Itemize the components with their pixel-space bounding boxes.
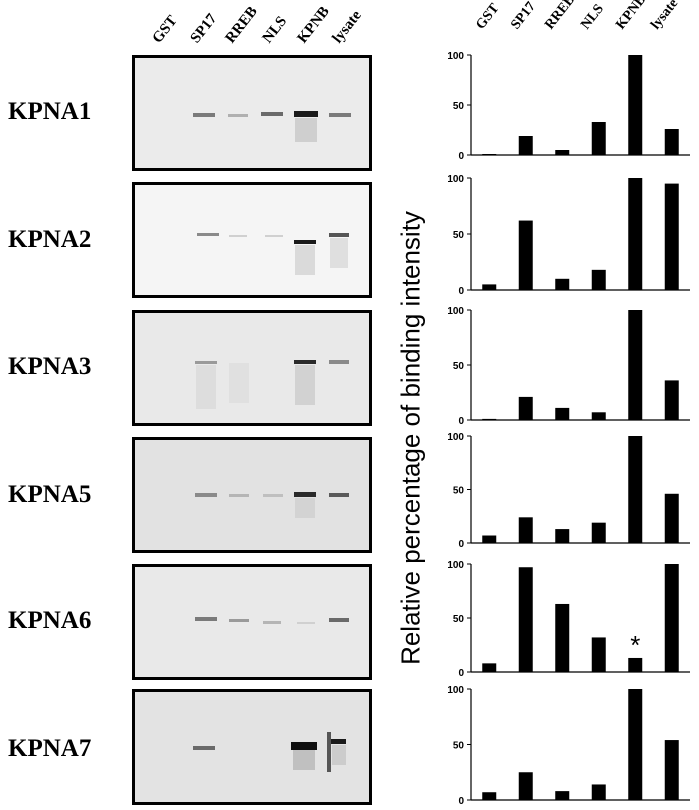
y-tick-label: 50 — [453, 614, 465, 625]
row-label-kpna5: KPNA5 — [8, 481, 92, 508]
bar — [518, 396, 533, 420]
chart-header-label: lysate — [648, 0, 681, 32]
blot-panel-kpna6 — [132, 564, 372, 680]
y-tick-label: 0 — [458, 539, 464, 550]
y-tick-label: 100 — [447, 174, 464, 185]
blot-bands-kpna3 — [195, 360, 349, 409]
bar — [482, 535, 497, 543]
bar — [518, 517, 533, 543]
bar — [518, 772, 533, 800]
bar — [591, 784, 606, 800]
row-label-kpna6: KPNA6 — [8, 607, 92, 634]
bar — [628, 178, 643, 290]
bar — [518, 136, 533, 155]
blot-bands-kpna6 — [195, 617, 349, 624]
bar — [555, 150, 570, 155]
bar — [482, 154, 497, 155]
y-tick-label: 0 — [458, 668, 464, 679]
blot-bands-kpna1 — [193, 111, 351, 142]
bar — [555, 791, 570, 800]
y-tick-label: 50 — [453, 101, 465, 112]
y-tick-label: 100 — [447, 432, 464, 443]
bar — [628, 310, 643, 420]
blot-panel-kpna1 — [132, 55, 372, 171]
chart-header-label: GST — [473, 1, 502, 33]
bar — [482, 663, 497, 672]
y-tick-label: 0 — [458, 796, 464, 807]
row-label-kpna1: KPNA1 — [8, 98, 92, 125]
chart-header-label: NLS — [578, 2, 607, 33]
bar — [664, 380, 679, 420]
bar — [591, 122, 606, 155]
bar — [664, 183, 679, 290]
bar — [664, 129, 679, 155]
y-tick-label: 100 — [447, 51, 464, 62]
bar — [628, 657, 643, 672]
bar — [555, 407, 570, 420]
row-label-kpna2: KPNA2 — [8, 226, 92, 253]
bar — [482, 418, 497, 420]
row-label-kpna3: KPNA3 — [8, 353, 92, 380]
chart-header-label: KPNB — [613, 0, 649, 32]
blot-panel-kpna7 — [132, 689, 372, 805]
blot-panel-kpna5 — [132, 437, 372, 553]
bar — [628, 689, 643, 800]
bar — [591, 412, 606, 420]
bar — [591, 522, 606, 543]
y-tick-label: 0 — [458, 151, 464, 162]
y-tick-label: 0 — [458, 416, 464, 427]
blot-bands-kpna7 — [193, 732, 346, 772]
blot-panel-kpna3 — [132, 310, 372, 426]
y-tick-label: 50 — [453, 486, 465, 497]
bar — [628, 436, 643, 543]
y-tick-label: 50 — [453, 741, 465, 752]
chart-header-label: SP17 — [508, 0, 539, 32]
bar — [664, 493, 679, 543]
y-tick-label: 100 — [447, 560, 464, 571]
blot-bands-kpna5 — [195, 492, 349, 518]
y-tick-label: 100 — [447, 685, 464, 696]
significance-asterisk: * — [630, 630, 640, 660]
row-label-kpna7: KPNA7 — [8, 735, 92, 762]
y-tick-label: 100 — [447, 306, 464, 317]
blot-bands-kpna2 — [197, 233, 349, 275]
bar — [664, 740, 679, 800]
y-tick-label: 0 — [458, 286, 464, 297]
bar — [482, 792, 497, 800]
y-axis-label-text: Relative percentage of binding intensity — [395, 211, 426, 665]
bar — [518, 567, 533, 672]
bar — [482, 284, 497, 290]
y-tick-label: 50 — [453, 361, 465, 372]
y-tick-label: 50 — [453, 230, 465, 241]
bar — [555, 529, 570, 543]
blot-panel-kpna2 — [132, 182, 372, 298]
bar — [591, 269, 606, 290]
bar — [591, 637, 606, 672]
chart-header-label: RREB — [542, 0, 578, 32]
bar — [555, 278, 570, 290]
bar — [628, 55, 643, 155]
bar — [555, 603, 570, 672]
bar — [664, 564, 679, 672]
bar — [518, 220, 533, 290]
